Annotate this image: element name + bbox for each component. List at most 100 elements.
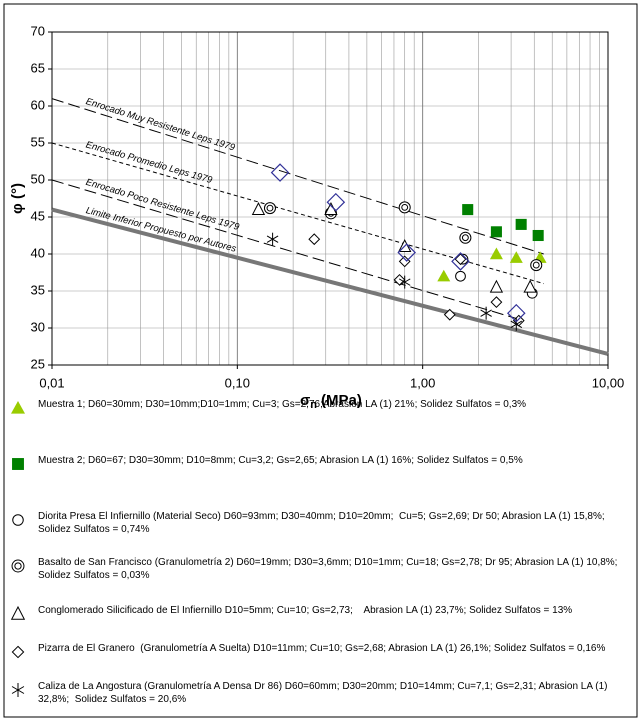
legend-item: Caliza de La Angostura (Granulometría A … [11, 681, 611, 705]
marker-part [490, 296, 503, 309]
marker [510, 317, 523, 331]
marker [506, 303, 526, 323]
y-tick-label: 35 [31, 282, 45, 297]
marker-part [308, 233, 321, 246]
marker [443, 308, 456, 321]
marker [12, 514, 24, 526]
marker-part [263, 202, 276, 215]
y-tick-label: 70 [31, 23, 45, 38]
marker-part [509, 251, 523, 263]
marker [326, 192, 346, 212]
marker-part [398, 278, 411, 286]
marker-part [455, 270, 466, 282]
marker-part [10, 605, 26, 620]
reference-line [51, 142, 544, 285]
marker-part [266, 204, 274, 212]
marker [251, 202, 266, 215]
marker-part [326, 192, 346, 212]
legend-label: Caliza de La Angostura (Granulometría A … [38, 681, 611, 705]
marker-part [532, 261, 540, 269]
legend-item: Conglomerado Silicificado de El Infierni… [10, 605, 573, 620]
marker [263, 202, 276, 215]
marker-part [532, 229, 544, 242]
marker [515, 218, 527, 230]
legend-text-box: Pizarra de El Granero (Granulometría A S… [38, 643, 606, 654]
x-tick-label: 0,10 [225, 375, 250, 390]
legend-label: Diorita Presa El Infiernillo (Material S… [38, 511, 608, 535]
legend-item: Muestra 2; D60=67; D30=30mm; D10=8mm; Cu… [12, 455, 523, 470]
x-axis-label-part: (MPa) [321, 392, 362, 409]
y-tick-label: 50 [31, 171, 45, 186]
marker [308, 233, 321, 246]
legend-item: Pizarra de El Granero (Granulometría A S… [11, 643, 606, 659]
marker [454, 253, 467, 266]
legend-label: Conglomerado Silicificado de El Infierni… [38, 605, 573, 616]
marker-part [489, 247, 503, 260]
marker [437, 269, 451, 282]
legend-item: Muestra 1; D60=30mm; D30=10mm;D10=1mm; C… [11, 399, 527, 414]
marker-part [530, 259, 543, 272]
marker [10, 605, 26, 620]
marker [490, 226, 502, 238]
x-axis-label-part: σ [300, 392, 310, 409]
marker-part [270, 163, 290, 182]
marker [11, 645, 25, 659]
y-tick-label: 65 [31, 60, 45, 75]
y-tick-label: 55 [31, 134, 45, 149]
marker [11, 683, 25, 697]
marker-part [12, 458, 24, 470]
marker-part [251, 202, 266, 215]
marker [489, 247, 503, 260]
marker [459, 231, 472, 244]
legend-text-box: Muestra 2; D60=67; D30=30mm; D10=8mm; Cu… [38, 455, 523, 466]
reference-line [51, 98, 544, 255]
marker-part [397, 243, 416, 262]
marker [480, 306, 492, 320]
x-axis-label: σn (MPa) [300, 392, 362, 411]
marker [11, 401, 25, 414]
legend-label: Basalto de San Francisco (Granulometría … [38, 557, 621, 581]
marker-part [437, 269, 451, 282]
marker [397, 243, 416, 262]
legend-item: Diorita Presa El Infiernillo (Material S… [12, 511, 608, 535]
marker-part [451, 252, 470, 271]
marker [532, 229, 544, 242]
marker-part [480, 309, 492, 317]
marker-part [506, 303, 526, 323]
marker-part [490, 226, 502, 238]
marker [451, 252, 470, 271]
reference-line [51, 207, 609, 356]
marker-part [398, 201, 411, 214]
marker-part [515, 218, 527, 230]
reference-line [51, 179, 524, 322]
marker-part [11, 686, 25, 694]
plot-area [51, 31, 609, 366]
y-tick-label: 60 [31, 97, 45, 112]
y-tick-label: 40 [31, 245, 45, 260]
legend-label: Muestra 2; D60=67; D30=30mm; D10=8mm; Cu… [38, 455, 523, 466]
x-axis-label-part: n [310, 399, 317, 411]
marker-part [443, 308, 456, 321]
marker [398, 201, 411, 214]
y-axis-label: φ (°) [9, 183, 26, 214]
marker [490, 296, 503, 309]
legend-text-box: Diorita Presa El Infiernillo (Material S… [38, 511, 608, 535]
marker [489, 279, 504, 293]
y-tick-label: 45 [31, 208, 45, 223]
marker-part [461, 234, 469, 242]
x-tick-label: 10,00 [592, 375, 625, 390]
legend-item: Basalto de San Francisco (Granulometría … [11, 557, 621, 581]
x-tick-label: 1,00 [410, 375, 435, 390]
marker [509, 251, 523, 263]
legend-label: Muestra 1; D60=30mm; D30=10mm;D10=1mm; C… [38, 399, 527, 410]
marker [523, 279, 537, 293]
marker-part [489, 279, 504, 293]
marker-part [266, 235, 279, 243]
legend-label: Pizarra de El Granero (Granulometría A S… [38, 643, 606, 654]
marker-part [401, 203, 409, 211]
marker-part [459, 231, 472, 244]
marker [266, 232, 279, 246]
marker [462, 204, 474, 216]
marker-part [11, 645, 25, 659]
